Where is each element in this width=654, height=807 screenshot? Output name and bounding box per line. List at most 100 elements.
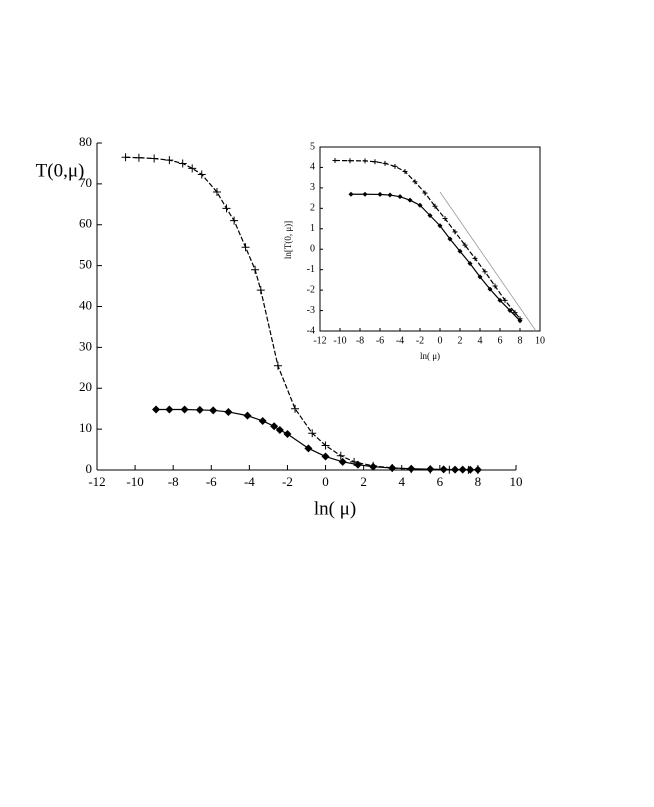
x-tick-label: -4 (244, 474, 255, 489)
y-tick-label: 3 (310, 182, 315, 193)
diamond-marker (466, 465, 475, 474)
diamond-marker (348, 191, 354, 197)
x-tick-label: 2 (458, 335, 463, 346)
diamond-marker (243, 411, 252, 420)
y-tick-label: 20 (79, 379, 92, 394)
diamond-marker (487, 286, 493, 292)
series-line (439, 191, 537, 332)
x-tick-label: 10 (510, 474, 523, 489)
diamond-marker (353, 460, 362, 469)
plus-marker (230, 216, 239, 225)
x-tick-label: -6 (376, 335, 384, 346)
plus-marker (462, 242, 468, 248)
plus-marker (291, 404, 300, 413)
diamond-marker (507, 308, 513, 314)
plus-marker (432, 203, 438, 209)
plus-marker (392, 163, 398, 169)
plus-marker (347, 158, 353, 164)
plus-marker (472, 255, 478, 261)
diamond-marker (362, 191, 368, 197)
series-line (156, 408, 478, 471)
diamond-marker (165, 405, 174, 414)
x-tick-label: 0 (322, 474, 329, 489)
x-tick-label: -6 (206, 474, 217, 489)
plus-marker (212, 188, 221, 197)
y-tick-label: 1 (310, 223, 315, 234)
diamond-marker (407, 464, 416, 473)
x-tick-label: -2 (416, 335, 424, 346)
plus-marker (222, 204, 231, 213)
plus-marker (372, 159, 378, 165)
x-tick-label: 4 (478, 335, 483, 346)
diamond-marker (304, 444, 313, 453)
x-tick-label: 0 (438, 335, 443, 346)
y-axis-label: T(0,μ) (36, 160, 85, 181)
diamond-marker (224, 407, 233, 416)
plus-marker (402, 169, 408, 175)
plus-marker (134, 153, 143, 162)
y-tick-label: 2 (310, 203, 315, 214)
plus-marker (178, 159, 187, 168)
series-line (125, 156, 478, 471)
y-tick-label: -4 (307, 325, 315, 336)
plus-marker (321, 441, 330, 450)
y-tick-label: 50 (79, 257, 92, 272)
plus-marker (512, 310, 518, 316)
x-tick-label: -2 (282, 474, 293, 489)
y-tick-label: 80 (79, 134, 92, 149)
plus-marker (482, 269, 488, 275)
diamond-marker (388, 463, 397, 472)
y-tick-label: 70 (79, 175, 92, 190)
y-tick-label: 30 (79, 338, 92, 353)
x-tick-label: 8 (475, 474, 482, 489)
plus-marker (165, 156, 174, 165)
diamond-marker (387, 192, 393, 198)
x-tick-label: -10 (333, 335, 346, 346)
plus-marker (273, 361, 282, 370)
diamond-marker (517, 318, 523, 324)
y-tick-label: -1 (307, 264, 315, 275)
diamond-marker (477, 274, 483, 280)
series-line (334, 159, 521, 320)
x-tick-label: 8 (518, 335, 523, 346)
diamond-marker (457, 248, 463, 254)
plus-marker (332, 157, 338, 163)
x-tick-label: -12 (313, 335, 326, 346)
x-tick-label: -8 (356, 335, 364, 346)
x-tick-label: 6 (437, 474, 444, 489)
plus-marker (188, 164, 197, 173)
y-tick-label: -2 (307, 284, 315, 295)
x-tick-label: 6 (498, 335, 503, 346)
diamond-marker (437, 223, 443, 229)
diamond-marker (439, 465, 448, 474)
y-tick-label: 0 (310, 244, 315, 255)
y-tick-label: 60 (79, 216, 92, 231)
y-tick-label: 10 (79, 420, 92, 435)
diamond-marker (447, 236, 453, 242)
x-tick-label: 10 (535, 335, 545, 346)
diamond-marker (338, 457, 347, 466)
y-tick-label: -3 (307, 305, 315, 316)
x-tick-label: -8 (168, 474, 179, 489)
diamond-marker (152, 405, 161, 414)
plus-marker (502, 297, 508, 303)
plus-marker (412, 179, 418, 185)
plot-frame (319, 146, 541, 332)
plus-marker (362, 158, 368, 164)
diamond-marker (497, 297, 503, 303)
diamond-marker (427, 212, 433, 218)
plus-marker (197, 170, 206, 179)
plus-marker (308, 429, 317, 438)
x-axis-label: ln( μ) (420, 351, 440, 361)
diamond-marker (458, 465, 467, 474)
plus-marker (251, 265, 260, 274)
plus-marker (121, 153, 130, 162)
diamond-marker (321, 452, 330, 461)
diamond-marker (209, 406, 218, 415)
y-tick-label: 0 (86, 461, 93, 476)
y-tick-label: 4 (310, 162, 315, 173)
plus-marker (422, 190, 428, 196)
x-tick-label: -12 (88, 474, 105, 489)
x-tick-label: 4 (398, 474, 405, 489)
